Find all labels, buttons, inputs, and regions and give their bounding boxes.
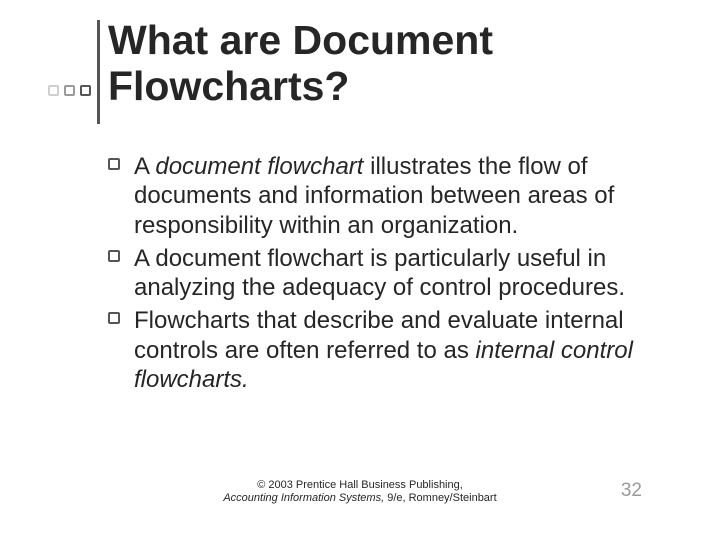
bullet-icon <box>108 250 120 262</box>
slide-body: A document flowchart illustrates the flo… <box>48 152 672 394</box>
footer-line-1: © 2003 Prentice Hall Business Publishing… <box>0 479 720 493</box>
bullet-icon <box>108 312 120 324</box>
title-row: What are Document Flowcharts? <box>48 18 672 124</box>
footer-italic: Accounting Information Systems, <box>223 492 384 504</box>
page-number: 32 <box>621 480 642 502</box>
bullet-item: A document flowchart illustrates the flo… <box>108 152 652 240</box>
ornament-dot-1 <box>48 85 59 96</box>
ornament-dots <box>48 85 91 96</box>
footer-rest: 9/e, Romney/Steinbart <box>384 492 497 504</box>
bullet-text: A document flowchart illustrates the flo… <box>134 153 614 239</box>
footer-line-2: Accounting Information Systems, 9/e, Rom… <box>0 492 720 506</box>
slide: What are Document Flowcharts? A document… <box>0 0 720 540</box>
bullet-item: Flowcharts that describe and evaluate in… <box>108 306 652 394</box>
bullet-item: A document flowchart is particularly use… <box>108 244 652 303</box>
slide-title: What are Document Flowcharts? <box>108 18 672 110</box>
footer: © 2003 Prentice Hall Business Publishing… <box>0 479 720 507</box>
bullet-text: A document flowchart is particularly use… <box>134 245 625 301</box>
bullet-list: A document flowchart illustrates the flo… <box>108 152 652 394</box>
title-ornament <box>48 56 100 124</box>
bullet-text: Flowcharts that describe and evaluate in… <box>134 307 633 393</box>
ornament-dot-2 <box>64 85 75 96</box>
ornament-vline <box>97 20 100 124</box>
bullet-icon <box>108 158 120 170</box>
ornament-dot-3 <box>80 85 91 96</box>
